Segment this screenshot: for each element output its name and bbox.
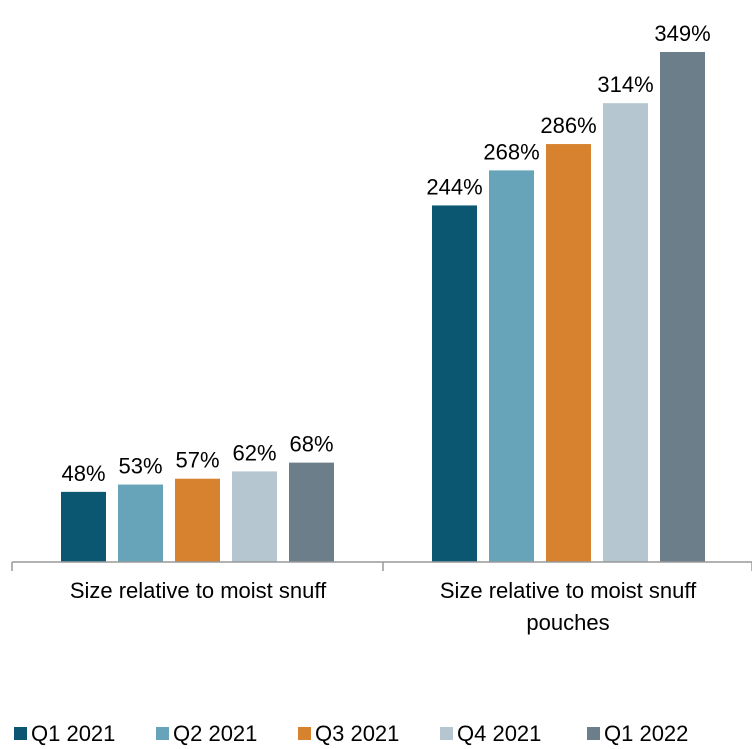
x-axis-ticks: [11, 562, 752, 571]
legend-swatch: [156, 727, 169, 740]
data-label: 349%: [654, 21, 710, 46]
legend-item: Q4 2021: [440, 721, 541, 746]
category-labels: Size relative to moist snuff Size relativ…: [70, 578, 697, 635]
legend-swatch: [298, 727, 311, 740]
legend-item: Q3 2021: [298, 721, 399, 746]
bar-q1-2022-cat1: [289, 462, 334, 562]
bar-q3-2021-cat1: [175, 478, 220, 562]
category-label: pouches: [526, 610, 609, 635]
legend-swatch: [587, 727, 600, 740]
data-label: 62%: [232, 440, 276, 465]
category-label: Size relative to moist snuff: [70, 578, 327, 603]
legend-label: Q3 2021: [315, 721, 399, 746]
legend-label: Q4 2021: [457, 721, 541, 746]
legend-swatch: [440, 727, 453, 740]
bar-q2-2021-cat1: [118, 484, 163, 562]
data-labels-layer: 48% 244% 53% 268% 57% 286% 62% 314% 68% 349%: [61, 21, 710, 486]
data-label: 48%: [61, 461, 105, 486]
legend-swatch: [14, 727, 27, 740]
legend-item: Q2 2021: [156, 721, 257, 746]
legend: Q1 2021 Q2 2021 Q3 2021 Q4 2021 Q1 2022: [14, 721, 688, 746]
legend-item: Q1 2022: [587, 721, 688, 746]
data-label: 53%: [118, 454, 162, 479]
data-label: 244%: [426, 174, 482, 199]
bar-q1-2021-cat2: [432, 205, 477, 562]
data-label: 314%: [597, 72, 653, 97]
legend-label: Q1 2022: [604, 721, 688, 746]
category-label: Size relative to moist snuff: [440, 578, 697, 603]
data-label: 286%: [540, 113, 596, 138]
data-label: 57%: [175, 448, 219, 473]
legend-label: Q2 2021: [173, 721, 257, 746]
legend-item: Q1 2021: [14, 721, 115, 746]
data-label: 268%: [483, 139, 539, 164]
bars-layer: [61, 52, 705, 563]
bar-q1-2021-cat1: [61, 491, 106, 562]
legend-label: Q1 2021: [31, 721, 115, 746]
bar-q4-2021-cat2: [603, 103, 648, 563]
bar-q4-2021-cat1: [232, 471, 277, 562]
bar-q1-2022-cat2: [660, 52, 705, 562]
bar-q2-2021-cat2: [489, 170, 534, 562]
bar-q3-2021-cat2: [546, 144, 591, 562]
data-label: 68%: [289, 432, 333, 457]
